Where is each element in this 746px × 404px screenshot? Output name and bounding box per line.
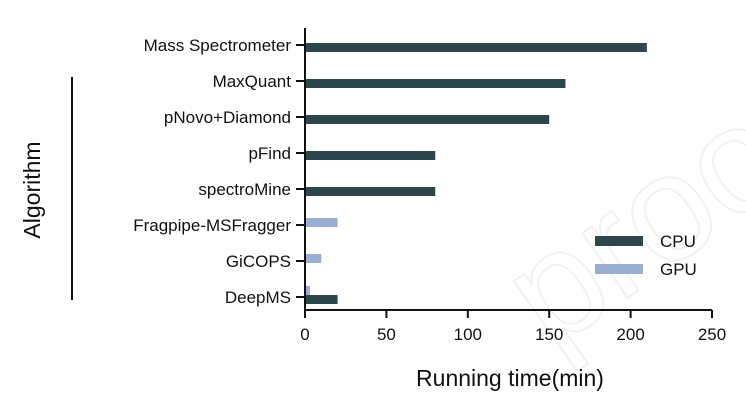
- legend-label: GPU: [660, 260, 697, 279]
- category-label: pNovo+Diamond: [164, 108, 291, 127]
- gpu-bar: [306, 254, 322, 263]
- legend: CPU GPU: [595, 232, 697, 279]
- x-axis-title: Running time(min): [416, 365, 604, 391]
- x-tick-label: 100: [454, 325, 482, 344]
- x-tick-labels: 0 50 100 150 200 250: [300, 325, 726, 344]
- gpu-bar: [306, 218, 338, 227]
- x-tick-label: 50: [377, 325, 396, 344]
- cpu-bar: [306, 295, 338, 304]
- category-label: pFind: [248, 144, 291, 163]
- legend-swatch: [595, 236, 643, 246]
- y-axis-title: Algorithm: [19, 141, 45, 238]
- category-label: Mass Spectrometer: [144, 36, 292, 55]
- x-tick-label: 150: [535, 325, 563, 344]
- cpu-bar: [306, 115, 550, 124]
- bars: [306, 43, 647, 304]
- x-tick-label: 200: [616, 325, 644, 344]
- category-label: GiCOPS: [226, 252, 291, 271]
- legend-label: CPU: [660, 232, 696, 251]
- category-label: DeepMS: [225, 288, 291, 307]
- legend-swatch: [595, 264, 643, 274]
- category-label: MaxQuant: [213, 72, 292, 91]
- gpu-bar: [306, 286, 310, 295]
- cpu-bar: [306, 151, 436, 160]
- cpu-bar: [306, 43, 647, 52]
- x-tick-label: 250: [698, 325, 726, 344]
- category-label: spectroMine: [198, 180, 291, 199]
- x-tick-label: 0: [300, 325, 309, 344]
- cpu-bar: [306, 187, 436, 196]
- axes: [296, 28, 713, 318]
- category-labels: Mass Spectrometer MaxQuant pNovo+Diamond pF…: [133, 36, 291, 307]
- category-label: Fragpipe-MSFragger: [133, 216, 291, 235]
- cpu-bar: [306, 79, 566, 88]
